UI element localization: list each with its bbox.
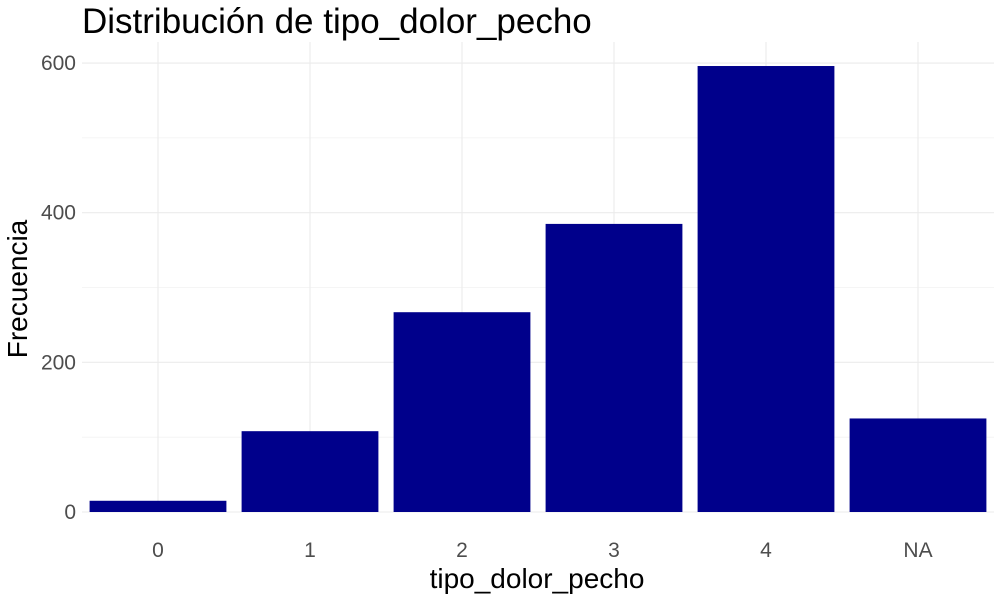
y-axis-ticks: 0 200 400 600 — [41, 52, 76, 524]
bar-3 — [545, 223, 683, 513]
x-tick-label: 1 — [304, 539, 316, 562]
bar-2 — [393, 312, 531, 512]
x-tick-label: NA — [903, 539, 932, 562]
y-tick-label: 0 — [64, 501, 76, 524]
y-tick-label: 600 — [41, 52, 76, 75]
bar-1 — [241, 431, 379, 512]
bar-na — [849, 418, 987, 512]
x-tick-label: 3 — [608, 539, 620, 562]
chart-title: Distribución de tipo_dolor_pecho — [82, 2, 592, 41]
x-tick-label: 0 — [152, 539, 164, 562]
bar-4 — [697, 66, 835, 513]
y-axis-title: Frecuencia — [2, 219, 33, 358]
y-tick-label: 400 — [41, 202, 76, 225]
y-tick-label: 200 — [41, 351, 76, 374]
x-tick-label: 2 — [456, 539, 468, 562]
bar-0 — [89, 500, 227, 512]
bars — [89, 66, 987, 513]
x-axis-title: tipo_dolor_pecho — [430, 563, 645, 594]
x-axis-ticks: 0 1 2 3 4 NA — [152, 539, 932, 562]
x-tick-label: 4 — [760, 539, 772, 562]
